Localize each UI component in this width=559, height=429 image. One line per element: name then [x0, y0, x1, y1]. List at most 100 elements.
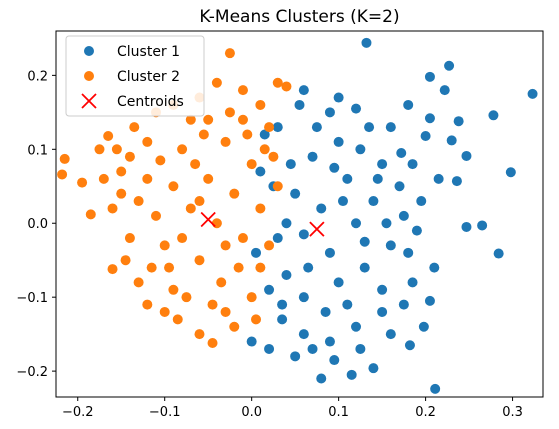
cluster-2-point	[116, 166, 127, 177]
cluster-1-point	[264, 343, 275, 354]
cluster-2-point	[229, 188, 240, 199]
cluster-1-point	[329, 355, 340, 366]
cluster-1-point	[488, 110, 499, 121]
cluster-2-point	[198, 129, 209, 140]
cluster-2-point	[220, 240, 231, 251]
cluster-1-point	[303, 262, 314, 273]
cluster-2-point	[142, 173, 153, 184]
cluster-2-point	[255, 203, 266, 214]
cluster-2-point	[168, 284, 179, 295]
cluster-1-point	[351, 218, 362, 229]
cluster-1-point	[346, 369, 357, 380]
cluster-1-point	[294, 99, 305, 110]
cluster-2-point	[159, 240, 170, 251]
cluster-2-point	[272, 181, 283, 192]
y-tick-label: 0.2	[27, 69, 48, 84]
cluster-1-point	[424, 295, 435, 306]
cluster-1-point	[298, 292, 309, 303]
cluster-2-point	[177, 233, 188, 244]
cluster-1-point	[355, 144, 366, 155]
cluster-1-point	[324, 247, 335, 258]
cluster-2-point	[194, 329, 205, 340]
cluster-1-point	[407, 277, 418, 288]
y-tick-label: 0.1	[27, 143, 48, 158]
cluster-2-point	[268, 151, 279, 162]
cluster-2-point	[155, 155, 166, 166]
cluster-1-point	[430, 383, 441, 394]
chart-title: K-Means Clusters (K=2)	[199, 7, 399, 27]
cluster-1-point	[394, 181, 405, 192]
cluster-1-point	[324, 107, 335, 118]
cluster-2-point	[211, 77, 222, 88]
cluster-2-point	[281, 81, 292, 92]
cluster-2-point	[103, 130, 114, 141]
cluster-2-point	[151, 210, 162, 221]
cluster-2-point	[259, 144, 270, 155]
cluster-2-point	[216, 277, 227, 288]
cluster-2-point	[194, 255, 205, 266]
cluster-1-point	[433, 173, 444, 184]
cluster-1-point	[251, 247, 262, 258]
x-tick-label: −0.1	[149, 405, 181, 420]
cluster-1-point	[451, 176, 462, 187]
cluster-2-point	[164, 262, 175, 273]
cluster-2-point	[159, 306, 170, 317]
data-points	[57, 37, 538, 394]
legend-dot-marker	[84, 71, 94, 81]
legend-label: Cluster 2	[117, 69, 180, 85]
cluster-1-point	[342, 173, 353, 184]
cluster-1-point	[264, 284, 275, 295]
cluster-1-point	[364, 122, 375, 133]
x-tick-label: 0.0	[241, 405, 262, 420]
x-tick-label: 0.1	[328, 405, 349, 420]
cluster-1-point	[398, 210, 409, 221]
cluster-1-point	[372, 173, 383, 184]
cluster-2-point	[264, 122, 275, 133]
cluster-1-point	[320, 306, 331, 317]
cluster-2-point	[207, 299, 218, 310]
cluster-2-point	[107, 264, 118, 275]
cluster-1-point	[246, 336, 257, 347]
centroid-marker-stroke	[200, 211, 216, 228]
cluster-1-point	[396, 148, 407, 158]
cluster-2-point	[111, 144, 122, 155]
cluster-1-point	[368, 363, 379, 374]
legend-label: Centroids	[117, 94, 184, 110]
cluster-2-point	[220, 136, 231, 147]
cluster-2-point	[255, 99, 266, 110]
cluster-2-point	[142, 299, 153, 310]
cluster-2-point	[237, 233, 248, 244]
cluster-2-point	[168, 181, 179, 192]
cluster-1-point	[333, 92, 344, 103]
cluster-1-point	[416, 196, 427, 207]
cluster-1-point	[505, 167, 516, 178]
cluster-1-point	[277, 299, 288, 310]
legend-dot-marker	[84, 46, 94, 56]
cluster-1-point	[298, 85, 309, 96]
cluster-1-point	[298, 329, 309, 340]
cluster-2-point	[77, 177, 88, 188]
cluster-1-point	[290, 351, 301, 362]
cluster-2-point	[237, 85, 248, 96]
cluster-2-point	[190, 159, 201, 170]
cluster-2-point	[129, 122, 140, 133]
cluster-1-point	[277, 314, 288, 325]
cluster-1-point	[316, 203, 327, 214]
cluster-2-point	[194, 196, 205, 207]
y-axis: −0.2 −0.1 0.0 0.1 0.2	[16, 69, 56, 380]
cluster-2-point	[233, 262, 244, 273]
legend: Cluster 1 Cluster 2 Centroids	[65, 35, 205, 117]
cluster-2-point	[107, 203, 118, 214]
cluster-1-point	[307, 151, 318, 162]
cluster-1-point	[377, 306, 388, 317]
cluster-1-point	[307, 343, 318, 354]
cluster-1-point	[385, 122, 396, 133]
cluster-2-point	[177, 144, 188, 155]
cluster-1-point	[385, 329, 396, 340]
cluster-2-point	[181, 292, 192, 303]
cluster-2-point	[229, 321, 240, 332]
cluster-2-point	[133, 196, 144, 207]
cluster-1-point	[418, 321, 429, 332]
cluster-1-point	[311, 122, 322, 133]
